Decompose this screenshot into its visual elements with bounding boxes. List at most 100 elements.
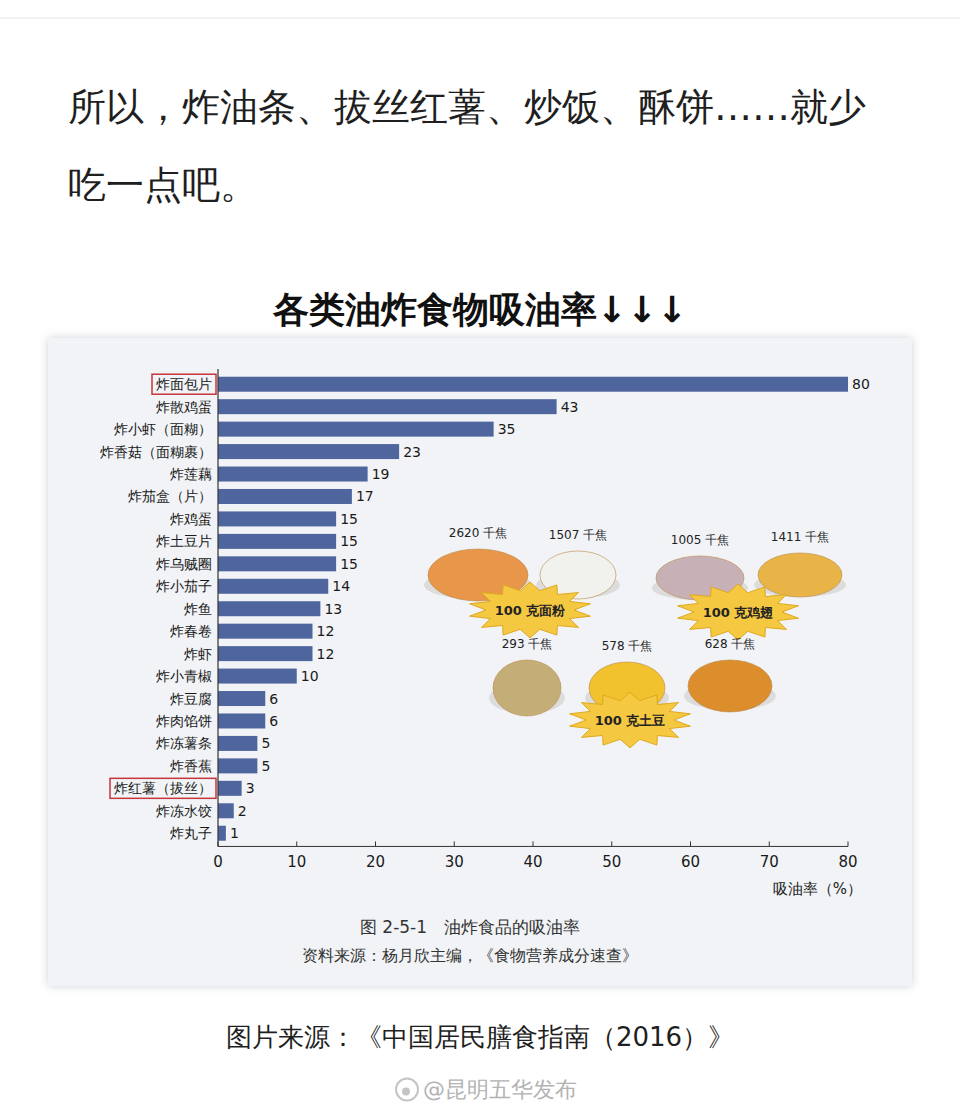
- tick-label: 0: [213, 853, 223, 871]
- tick: [848, 841, 849, 846]
- bar: [218, 691, 265, 706]
- category-label: 炸春卷: [170, 623, 212, 639]
- data-label: 80: [852, 376, 870, 392]
- watermark-logo-eye: [402, 1088, 410, 1096]
- category-label: 炸红薯（拔丝）: [114, 780, 212, 796]
- bars: [218, 377, 848, 841]
- energy-label: 1507 千焦: [549, 528, 607, 542]
- bar: [218, 713, 265, 728]
- bar: [218, 399, 557, 414]
- tick-label: 50: [602, 853, 621, 871]
- category-label: 炸鸡蛋: [170, 511, 212, 527]
- bar: [218, 803, 234, 818]
- bar: [218, 736, 257, 751]
- data-label: 1: [230, 825, 239, 841]
- data-label: 15: [340, 556, 358, 572]
- image-source: 图片来源：《中国居民膳食指南（2016）》: [226, 1022, 734, 1052]
- tick-label: 80: [838, 853, 857, 871]
- highlight-box: [110, 778, 216, 798]
- bar: [218, 534, 336, 549]
- bar: [218, 377, 848, 392]
- labels: 80炸面包片43炸散鸡蛋35炸小虾（面糊）23炸香菇（面糊裹）19炸莲藕17炸茄…: [100, 374, 870, 841]
- energy-label: 293 千焦: [502, 637, 553, 651]
- inset: 2620 千焦 1507 千焦 100 克面粉 1005 千焦 1411 千焦 100 克…: [424, 526, 846, 748]
- tick-label: 30: [445, 853, 464, 871]
- label-burst: [678, 584, 799, 640]
- data-label: 12: [317, 623, 335, 639]
- divider: [0, 18, 960, 19]
- category-label: 炸肉馅饼: [156, 713, 212, 729]
- food-image: [493, 660, 561, 716]
- data-label: 43: [561, 399, 579, 415]
- group-label: 100 克鸡翅: [703, 605, 774, 620]
- bar: [218, 467, 368, 482]
- energy-label: 2620 千焦: [449, 526, 507, 540]
- bar: [218, 624, 313, 639]
- page: 各类油炸食物吸油率↓↓↓80炸面包片43炸散鸡蛋35炸小虾（面糊）23炸香菇（面…: [0, 0, 960, 1113]
- category-label: 炸丸子: [170, 825, 212, 841]
- energy-label: 628 千焦: [705, 637, 756, 651]
- data-label: 2: [238, 803, 247, 819]
- data-label: 13: [324, 601, 342, 617]
- category-label: 炸莲藕: [170, 466, 212, 482]
- chart-title: 图 2-5-1 油炸食品的吸油率: [360, 917, 580, 937]
- data-label: 5: [261, 735, 270, 751]
- data-label: 6: [269, 713, 278, 729]
- tick-label: 20: [366, 853, 385, 871]
- intro-text: 所以，炸油条、拔丝红薯、炒饭、酥饼……就少吃一点吧。: [68, 68, 898, 224]
- tick: [375, 841, 376, 846]
- energy-label: 1411 千焦: [771, 530, 829, 544]
- bar: [218, 444, 399, 459]
- label-burst: [470, 582, 591, 638]
- heading: 各类油炸食物吸油率↓↓↓: [272, 289, 688, 330]
- tick-label: 10: [287, 853, 306, 871]
- energy-label: 578 千焦: [602, 639, 653, 653]
- category-label: 炸小青椒: [156, 668, 212, 684]
- bar: [218, 758, 257, 773]
- tick: [296, 841, 297, 846]
- category-label: 炸乌贼圈: [156, 556, 212, 572]
- data-label: 6: [269, 691, 278, 707]
- food-image: [688, 660, 772, 712]
- watermark: @昆明五华发布: [423, 1077, 577, 1102]
- category-label: 炸虾: [184, 646, 212, 662]
- tick: [218, 841, 219, 846]
- data-label: 10: [301, 668, 319, 684]
- bar: [218, 646, 313, 661]
- energy-label: 1005 千焦: [671, 533, 729, 547]
- tick: [454, 841, 455, 846]
- category-label: 炸冻水饺: [156, 803, 212, 819]
- data-label: 19: [372, 466, 390, 482]
- category-label: 炸小茄子: [156, 578, 212, 594]
- data-label: 15: [340, 511, 358, 527]
- category-label: 炸茄盒（片）: [128, 488, 212, 504]
- category-label: 炸小虾（面糊）: [114, 421, 212, 437]
- data-label: 14: [332, 578, 350, 594]
- bar: [218, 489, 352, 504]
- category-label: 炸面包片: [156, 376, 212, 392]
- food-image: [758, 553, 842, 597]
- highlight-box: [152, 374, 216, 394]
- data-label: 17: [356, 488, 374, 504]
- axis-title: 吸油率（%）: [773, 880, 862, 898]
- data-label: 23: [403, 444, 421, 460]
- data-label: 3: [246, 780, 255, 796]
- bar: [218, 669, 297, 684]
- tick-label: 60: [681, 853, 700, 871]
- tick: [533, 841, 534, 846]
- group-label: 100 克土豆: [595, 713, 666, 728]
- group-label: 100 克面粉: [495, 603, 567, 618]
- data-label: 15: [340, 533, 358, 549]
- tick-label: 70: [760, 853, 779, 871]
- watermark-logo: [396, 1079, 418, 1101]
- tick-label: 40: [523, 853, 542, 871]
- category-label: 炸土豆片: [156, 533, 212, 549]
- y-axis: [217, 369, 218, 846]
- tick: [611, 841, 612, 846]
- category-label: 炸鱼: [184, 601, 212, 617]
- data-label: 12: [317, 646, 335, 662]
- tick: [769, 841, 770, 846]
- chart-subtitle: 资料来源：杨月欣主编，《食物营养成分速查》: [302, 946, 638, 965]
- bar: [218, 826, 226, 841]
- data-label: 5: [261, 758, 270, 774]
